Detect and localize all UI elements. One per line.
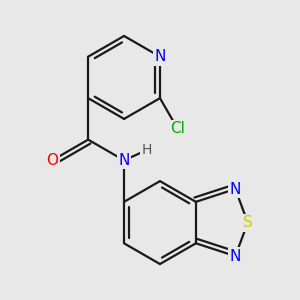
Text: N: N — [230, 249, 241, 264]
Text: Cl: Cl — [170, 121, 185, 136]
Text: N: N — [118, 153, 130, 168]
Text: N: N — [154, 49, 166, 64]
Text: O: O — [46, 153, 58, 168]
Text: S: S — [243, 215, 253, 230]
Text: H: H — [142, 143, 152, 157]
Text: N: N — [230, 182, 241, 196]
